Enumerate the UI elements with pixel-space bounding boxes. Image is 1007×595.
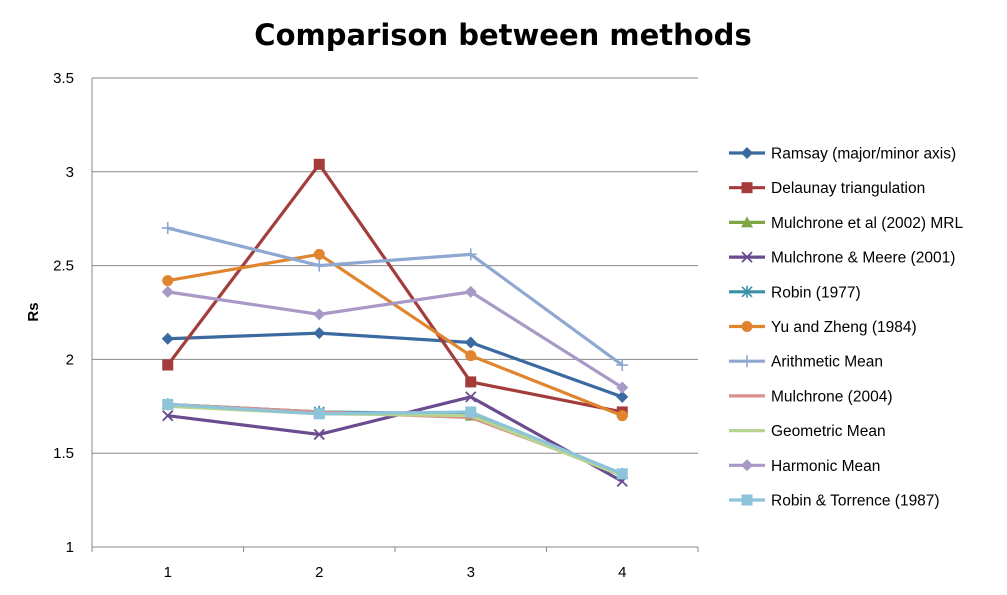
- point-stroke: [162, 410, 174, 422]
- data-point: [741, 182, 753, 194]
- legend-label: Mulchrone (2004): [771, 388, 892, 405]
- data-point: [313, 248, 325, 260]
- data-point: [464, 285, 477, 298]
- point-stroke: [464, 248, 477, 261]
- point-stroke: [741, 285, 753, 298]
- series: [162, 248, 628, 422]
- legend-item: Mulchrone et al (2002) MRL: [729, 215, 963, 232]
- legend-item: Geometric Mean: [729, 423, 886, 440]
- x-tick-label: 4: [618, 564, 626, 581]
- point-stroke: [741, 251, 753, 263]
- series: [162, 398, 628, 480]
- legend-label: Robin (1977): [771, 284, 861, 301]
- x-tick-label: 1: [164, 564, 172, 581]
- legend-label: Robin & Torrence (1987): [771, 493, 940, 510]
- legend-item: Robin (1977): [729, 284, 861, 301]
- data-point: [465, 391, 477, 403]
- data-point: [313, 408, 325, 420]
- chart-title: Comparison between methods: [254, 18, 751, 52]
- legend-label: Ramsay (major/minor axis): [771, 146, 956, 163]
- legend: Ramsay (major/minor axis) Delaunay triang…: [729, 146, 963, 510]
- point-stroke: [741, 355, 753, 368]
- point-stroke: [313, 259, 326, 272]
- series-line: [167, 290, 624, 389]
- legend-item: Harmonic Mean: [729, 458, 880, 475]
- data-point: [161, 285, 174, 298]
- data-point: [741, 285, 753, 298]
- data-point: [741, 355, 753, 368]
- data-point: [313, 327, 326, 340]
- axes: 1 1.5 2 2.5 3 3.5 1 2 3 4: [53, 70, 699, 581]
- data-point: [313, 428, 325, 441]
- legend-item: Mulchrone & Meere (2001): [729, 250, 955, 267]
- legend-label: Mulchrone et al (2002) MRL: [771, 215, 963, 232]
- data-point: [616, 359, 629, 372]
- series-line: [167, 331, 623, 399]
- data-point: [741, 321, 753, 332]
- y-tick-label: 2: [66, 351, 74, 368]
- data-point: [162, 410, 174, 422]
- series-line: [167, 226, 624, 367]
- series-line: [167, 252, 623, 418]
- legend-label: Harmonic Mean: [771, 458, 880, 475]
- data-point: [161, 222, 174, 235]
- data-point: [741, 494, 753, 506]
- data-point: [162, 275, 174, 287]
- data-point: [464, 248, 477, 261]
- x-tick-label: 2: [315, 564, 323, 581]
- series: [161, 222, 629, 372]
- data-point: [741, 216, 753, 228]
- y-tick-label: 1.5: [53, 445, 74, 462]
- data-point: [313, 308, 326, 321]
- point-stroke: [465, 391, 477, 403]
- legend-label: Delaunay triangulation: [771, 180, 925, 197]
- data-point: [465, 350, 477, 362]
- data-point: [741, 251, 753, 263]
- legend-label: Arithmetic Mean: [771, 354, 883, 371]
- data-point: [465, 406, 477, 418]
- data-point: [741, 459, 753, 472]
- legend-label: Geometric Mean: [771, 423, 886, 440]
- legend-item: Ramsay (major/minor axis): [729, 146, 956, 163]
- y-tick-label: 2.5: [53, 258, 74, 275]
- data-point: [465, 376, 477, 388]
- data-point: [741, 147, 753, 159]
- data-point: [161, 332, 174, 345]
- data-point: [616, 410, 628, 422]
- point-stroke: [161, 222, 174, 235]
- point-stroke: [616, 359, 629, 372]
- data-point: [313, 158, 325, 170]
- y-tick-label: 3: [66, 164, 74, 181]
- data-point: [464, 336, 477, 349]
- data-point: [616, 390, 629, 403]
- series-line: [166, 162, 623, 414]
- data-point: [616, 468, 628, 480]
- data-point: [313, 259, 326, 272]
- data-point: [162, 398, 174, 410]
- series-group: [161, 158, 629, 487]
- x-tick-label: 3: [467, 564, 475, 581]
- legend-label: Yu and Zheng (1984): [771, 319, 917, 336]
- series: [161, 327, 629, 403]
- series: [162, 158, 628, 418]
- legend-label: Mulchrone & Meere (2001): [771, 250, 955, 267]
- series: [161, 285, 629, 394]
- series-line: [167, 402, 623, 476]
- legend-item: Yu and Zheng (1984): [729, 319, 917, 336]
- y-axis-label: Rs: [25, 302, 42, 321]
- legend-item: Robin & Torrence (1987): [729, 493, 940, 510]
- y-tick-label: 3.5: [53, 70, 74, 87]
- legend-item: Arithmetic Mean: [729, 354, 883, 371]
- data-point: [616, 381, 629, 394]
- data-point: [162, 359, 174, 371]
- gridlines: [92, 77, 698, 548]
- legend-item: Mulchrone (2004): [729, 388, 892, 405]
- point-stroke: [313, 428, 325, 441]
- y-tick-label: 1: [66, 539, 74, 556]
- legend-item: Delaunay triangulation: [729, 180, 925, 197]
